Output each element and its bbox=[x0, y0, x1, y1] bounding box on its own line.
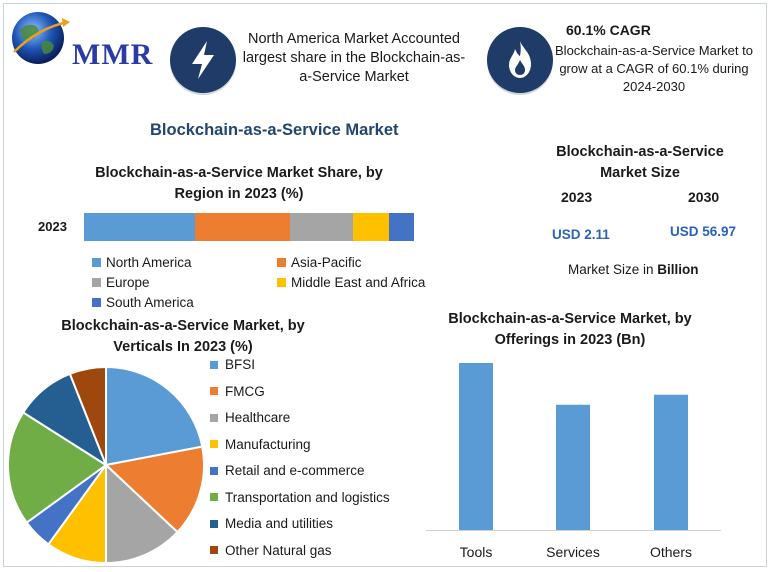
offerings-title: Blockchain-as-a-Service Market, by Offer… bbox=[448, 311, 692, 348]
legend-label: South America bbox=[106, 295, 194, 310]
legend-swatch bbox=[210, 360, 218, 369]
legend-item-asia-pacific: Asia-Pacific bbox=[277, 255, 362, 270]
unit-bold: Billion bbox=[657, 262, 699, 277]
legend-swatch bbox=[210, 413, 218, 422]
logo-text: MMR bbox=[72, 38, 154, 71]
pie-legend-item-other-natural-gas: Other Natural gas bbox=[210, 543, 332, 558]
bar-others bbox=[654, 394, 688, 530]
cagr-title: 60.1% CAGR bbox=[566, 22, 651, 38]
verticals-pie-chart bbox=[7, 365, 205, 564]
bar-services bbox=[556, 404, 590, 530]
legend-swatch bbox=[210, 466, 218, 475]
unit-prefix: Market Size in bbox=[568, 262, 658, 277]
legend-swatch bbox=[210, 546, 218, 554]
pie-slice-fmcg bbox=[103, 445, 205, 534]
pie-legend-item-media-and-utilities: Media and utilities bbox=[210, 516, 333, 531]
north-america-text: North America Market Accounted largest s… bbox=[242, 31, 466, 85]
globe-icon bbox=[12, 12, 70, 64]
stack-year-label: 2023 bbox=[38, 219, 67, 234]
region-share-title: Blockchain-as-a-Service Market Share, by… bbox=[95, 165, 383, 202]
legend-label: Healthcare bbox=[225, 410, 291, 425]
legend-item-north-america: North America bbox=[92, 255, 192, 270]
market-size-unit: Market Size in Billion bbox=[568, 262, 699, 277]
legend-item-europe: Europe bbox=[92, 275, 150, 290]
legend-label: BFSI bbox=[225, 357, 256, 372]
stack-segment-north-america bbox=[84, 213, 195, 241]
bar-tools bbox=[459, 363, 493, 530]
verticals-title: Blockchain-as-a-Service Market, by Verti… bbox=[61, 318, 305, 355]
legend-swatch bbox=[210, 519, 218, 528]
pie-legend-item-fmcg: FMCG bbox=[210, 384, 265, 399]
region-stacked-bar bbox=[84, 213, 414, 241]
stack-segment-middle-east-and-africa bbox=[352, 213, 390, 241]
stack-segment-asia-pacific bbox=[194, 213, 291, 241]
pie-slice-bfsi bbox=[105, 365, 204, 467]
flame-icon bbox=[509, 41, 531, 78]
pie-legend-item-bfsi: BFSI bbox=[210, 357, 255, 372]
legend-label: Manufacturing bbox=[225, 436, 311, 452]
stack-segment-south-america bbox=[389, 213, 414, 241]
mmr-logo: MMR bbox=[8, 8, 158, 71]
legend-swatch bbox=[210, 493, 218, 501]
legend-item-middle-east-and-africa: Middle East and Africa bbox=[277, 275, 425, 290]
legend-label: Asia-Pacific bbox=[291, 255, 362, 270]
lightning-badge bbox=[170, 27, 236, 93]
legend-label: Middle East and Africa bbox=[291, 275, 426, 290]
legend-swatch bbox=[277, 278, 286, 287]
offerings-bar-chart bbox=[426, 363, 721, 531]
legend-label: Other Natural gas bbox=[225, 542, 332, 558]
lightning-icon bbox=[192, 41, 214, 79]
legend-swatch bbox=[210, 440, 218, 448]
bar-label-services: Services bbox=[546, 544, 600, 560]
legend-swatch bbox=[92, 258, 101, 267]
pie-slice-healthcare bbox=[105, 462, 179, 564]
legend-swatch bbox=[277, 258, 286, 267]
market-size-title: Blockchain-as-a-Service Market Size bbox=[556, 144, 724, 181]
legend-label: Transportation and logistics bbox=[225, 489, 390, 505]
infographic-frame bbox=[3, 3, 767, 567]
flame-badge bbox=[487, 27, 553, 93]
stack-segment-europe bbox=[290, 213, 353, 241]
market-size-year-2023: 2023 bbox=[561, 189, 593, 205]
legend-swatch bbox=[92, 298, 101, 307]
bar-label-tools: Tools bbox=[459, 544, 493, 560]
legend-label: FMCG bbox=[225, 383, 265, 399]
legend-swatch bbox=[210, 387, 218, 395]
main-title: Blockchain-as-a-Service Market bbox=[150, 121, 399, 139]
legend-label: Media and utilities bbox=[225, 516, 334, 531]
pie-legend-item-healthcare: Healthcare bbox=[210, 410, 290, 425]
market-size-value-2023: USD 2.11 bbox=[552, 227, 610, 242]
cagr-description: Blockchain-as-a-Service Market to grow a… bbox=[555, 43, 753, 94]
pie-legend-item-transportation-and-logistics: Transportation and logistics bbox=[210, 490, 390, 505]
legend-swatch bbox=[92, 278, 101, 287]
legend-label: Retail and e-commerce bbox=[225, 463, 365, 478]
bar-label-others: Others bbox=[649, 544, 692, 560]
market-size-year-2030: 2030 bbox=[688, 189, 720, 205]
legend-label: North America bbox=[106, 255, 192, 270]
legend-item-south-america: South America bbox=[92, 295, 194, 310]
pie-slice-transportation-and-logistics bbox=[7, 411, 108, 525]
market-size-value-2030: USD 56.97 bbox=[670, 224, 737, 239]
pie-legend-item-manufacturing: Manufacturing bbox=[210, 437, 311, 452]
pie-slice-other-natural-gas bbox=[68, 365, 107, 466]
pie-legend-item-retail-and-e-commerce: Retail and e-commerce bbox=[210, 463, 365, 478]
legend-label: Europe bbox=[106, 275, 150, 290]
